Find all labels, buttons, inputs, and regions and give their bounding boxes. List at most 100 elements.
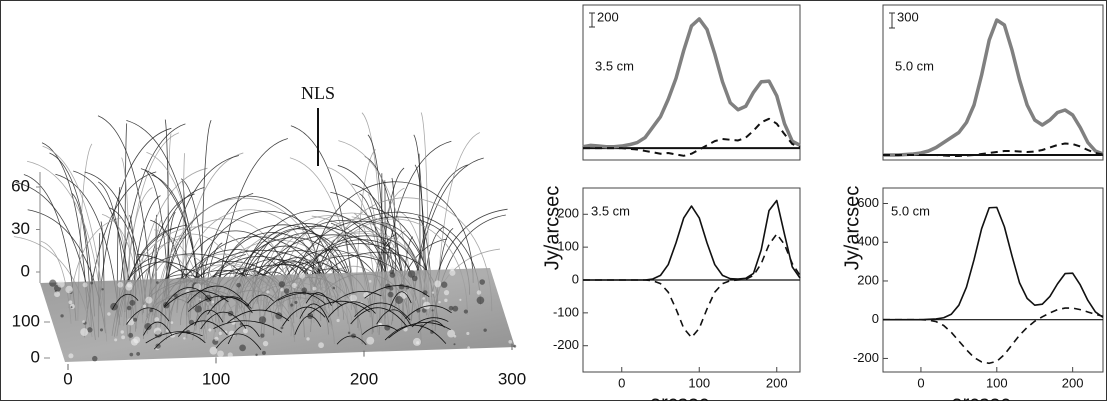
low-loop (153, 332, 206, 350)
magnetogram-speck (306, 337, 310, 341)
magnetogram-speck (214, 336, 219, 341)
data-line (883, 206, 1104, 321)
magnetogram-speck (431, 291, 435, 294)
field-line (420, 112, 430, 296)
low-loop (227, 309, 290, 324)
x-tick-label: 200 (766, 375, 788, 390)
field-line (157, 218, 287, 309)
magnetogram-speck (441, 281, 448, 288)
y-tick-label: -100 (553, 304, 579, 319)
magnetogram-speck (144, 323, 152, 331)
magnetogram-speck (114, 338, 118, 342)
magnetogram-speck (444, 298, 448, 303)
field-line (124, 132, 180, 311)
x-axis-label: arcsec (650, 392, 709, 401)
magnetogram-speck (332, 286, 336, 290)
low-loop (277, 292, 343, 307)
magnetogram-speck (336, 318, 340, 323)
x-tick-label: 200 (1062, 375, 1084, 390)
magnetogram-speck (156, 281, 159, 284)
x-tick-label: 0 (917, 375, 924, 390)
wavelength-label: 3.5 cm (591, 203, 630, 218)
annotation: NLS (301, 83, 335, 103)
magnetogram-speck (99, 328, 104, 332)
magnetogram-speck (403, 327, 408, 332)
x-tick-label: 0 (618, 375, 625, 390)
low-loop (145, 331, 203, 344)
low-loop (112, 293, 139, 310)
low-loop (247, 294, 274, 307)
magnetogram-speck (260, 333, 265, 338)
low-loop (354, 302, 411, 321)
low-loop (336, 335, 367, 346)
magnetogram-speck (65, 285, 73, 294)
y-tick-label: -200 (853, 350, 879, 365)
low-loop (215, 333, 262, 351)
magnetogram-speck (318, 342, 324, 349)
magnetogram-speck (130, 338, 138, 346)
field-line (116, 123, 186, 322)
magnetogram-speck (291, 282, 297, 289)
magnetogram-speck (422, 297, 425, 300)
magnetogram-speck (60, 314, 64, 318)
field-line (251, 228, 341, 296)
field-line (26, 160, 103, 306)
low-loop (361, 325, 399, 336)
magnetogram-speck (280, 287, 284, 292)
magnetogram-speck (145, 296, 153, 304)
field-line (381, 140, 452, 300)
wavelength-label: 5.0 cm (891, 203, 930, 218)
magnetogram-speck (194, 305, 202, 313)
x-tick-label: 200 (350, 369, 378, 388)
low-loop (143, 321, 172, 336)
magnetogram-speck (82, 320, 86, 324)
scale-bar (889, 12, 895, 29)
magnetogram-speck (136, 351, 141, 356)
wavelength-label: 5.0 cm (895, 58, 934, 73)
magnetogram-speck (68, 353, 74, 359)
magnetogram-speck (513, 344, 517, 348)
plot-frame (882, 4, 1104, 161)
low-loop (350, 307, 408, 327)
magnetogram-speck (476, 296, 485, 305)
plot-frame (582, 4, 801, 161)
low-loop (327, 301, 376, 318)
magnetogram-speck (70, 306, 73, 309)
z-tick-label: 30 (11, 219, 30, 238)
magnetogram-speck (411, 275, 418, 282)
x-tick-label: 100 (202, 369, 230, 388)
magnetogram-speck (117, 281, 124, 288)
magnetogram-speck (449, 269, 456, 276)
data-line (582, 17, 801, 149)
magnetogram-speck (154, 317, 160, 322)
magnetogram-speck (199, 298, 202, 301)
low-loop (187, 285, 243, 304)
magnetogram-speck (363, 292, 370, 299)
magnetogram-speck (347, 331, 351, 335)
magnetogram-speck (80, 328, 89, 336)
magnetogram-speck (68, 300, 73, 305)
magnetogram-speck (126, 305, 132, 311)
magnetogram-speck (466, 331, 470, 336)
magnetogram-speck (368, 279, 372, 283)
z-tick-label: 0 (21, 261, 30, 280)
magnetogram-speck (262, 340, 269, 347)
low-loop (207, 296, 250, 315)
field-line (312, 211, 481, 305)
magnetogram-speck (129, 299, 136, 306)
magnetogram-speck (242, 328, 248, 334)
field-line (413, 134, 426, 297)
low-loop (163, 287, 211, 307)
y-tick-label: 0 (31, 347, 40, 366)
magnetogram-speck (209, 346, 218, 355)
magnetogram-speck (129, 352, 134, 357)
y-axis-label: Jy/arcsec (541, 186, 563, 270)
scale-bar-label: 300 (897, 9, 919, 24)
x-tick-label: 300 (498, 369, 526, 388)
magnetogram-speck (508, 339, 513, 344)
low-loop (305, 292, 332, 306)
data-line (883, 142, 1104, 157)
magnetogram-speck (448, 305, 454, 311)
field-line (259, 215, 404, 318)
x-tick-label: 0 (63, 369, 72, 388)
